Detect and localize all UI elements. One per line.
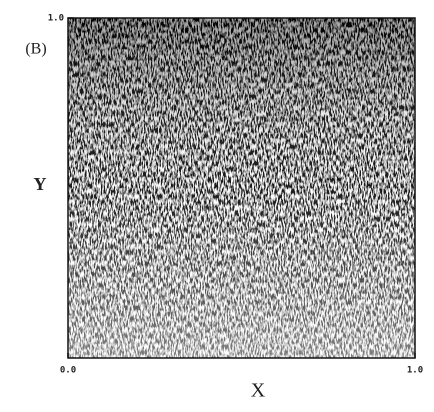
x-tick-label: 1.0 <box>407 366 423 376</box>
y-tick-label: 1.0 <box>48 14 64 24</box>
x-axis-label: X <box>251 380 266 402</box>
panel-label: (B) <box>25 41 46 58</box>
plot-frame <box>67 17 416 359</box>
density-field <box>67 17 416 359</box>
density-gradient <box>68 18 415 358</box>
x-tick-label: 0.0 <box>60 366 76 376</box>
y-axis-label: Y <box>34 174 47 194</box>
